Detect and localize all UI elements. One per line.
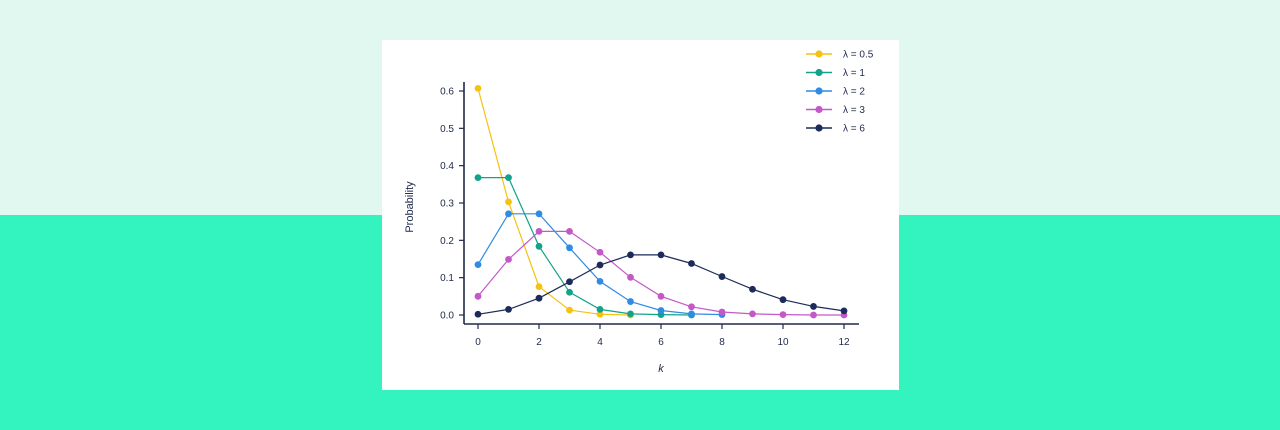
series-2-line [478, 177, 692, 316]
series-2-point [474, 174, 482, 182]
legend: λ = 0.5 λ = 1 λ = 2 λ = 3 λ = 6 [806, 50, 874, 135]
legend-item: λ = 6 [806, 124, 865, 135]
legend-label: λ = 0.5 [843, 50, 874, 61]
series-3-point [657, 307, 665, 314]
x-tick-label: 12 [838, 337, 850, 348]
chart-card: 0.0 0.1 0.2 0.3 0.4 0.5 0.6 0 2 4 6 8 10 12 λ = 0.5 λ … [382, 40, 899, 390]
legend-label: λ = 3 [843, 105, 865, 116]
x-tick-label: 0 [475, 337, 481, 348]
series-5-point [627, 251, 634, 259]
series-5-point [474, 310, 482, 318]
series-5-point [840, 307, 848, 315]
legend-label: λ = 2 [843, 87, 865, 98]
series-1-point [505, 198, 512, 206]
series-4-point [810, 311, 817, 319]
series-1-point [566, 306, 573, 314]
series-3-point [505, 210, 512, 218]
series-1-point [474, 84, 482, 92]
series-4-line [477, 230, 844, 316]
series-2-point [505, 174, 512, 182]
series-3-point [535, 210, 543, 218]
series-3-point [474, 261, 482, 268]
series-4-point [718, 308, 726, 316]
legend-swatch-marker [815, 105, 823, 114]
series-4-point [627, 273, 634, 281]
series-4-point [566, 227, 573, 235]
series-2-point [596, 306, 604, 313]
series-4-point [657, 292, 665, 300]
y-tick-label: 0.2 [440, 236, 454, 247]
series-5-point [688, 260, 695, 267]
series-1-point [596, 310, 604, 318]
series-5-point [535, 294, 543, 302]
y-tick-label: 0.6 [440, 87, 454, 98]
x-tick-label: 6 [658, 337, 664, 348]
y-tick-label: 0.5 [440, 124, 454, 135]
x-axis-label: k [658, 363, 664, 375]
series-5-point [779, 296, 787, 304]
legend-label: λ = 1 [843, 68, 865, 79]
y-tick-label: 0.1 [440, 273, 454, 284]
x-tick-label: 4 [597, 337, 603, 348]
series-2-point [627, 310, 634, 318]
series-5-point [810, 303, 817, 310]
series-5-point [718, 273, 726, 280]
axes: 0.0 0.1 0.2 0.3 0.4 0.5 0.6 0 2 4 6 8 10 12 [440, 82, 859, 348]
series-lines [477, 88, 845, 316]
x-tick-label: 10 [777, 337, 789, 348]
legend-label: λ = 6 [843, 124, 865, 135]
series-1-point [535, 283, 543, 291]
legend-swatch-marker [815, 68, 823, 77]
series-4-point [474, 292, 482, 300]
series-5-line [477, 254, 845, 315]
series-5-point [749, 285, 756, 293]
legend-item: λ = 2 [806, 87, 865, 98]
series-3-point [688, 310, 695, 318]
series-5-point [596, 261, 604, 269]
series-5-point [657, 251, 665, 259]
series-2-point [566, 288, 573, 296]
poisson-chart: 0.00.10.20.30.40.50.60 2 4 6 8 10 12 λ = 0.5λ … [404, 50, 874, 376]
series-4-point [779, 311, 787, 319]
series-1-line [477, 88, 631, 316]
legend-item: λ = 3 [806, 105, 865, 116]
legend-item: λ = 1 [806, 68, 865, 79]
legend-item: λ = 0.5 [806, 50, 874, 61]
series-4-point [505, 255, 512, 263]
x-tick-label: 2 [536, 337, 542, 348]
series-3-point [596, 278, 604, 285]
legend-swatch-marker [815, 87, 823, 95]
series-4-point [596, 248, 604, 256]
y-tick-label: 0.4 [440, 161, 454, 172]
series-4-point [535, 227, 543, 235]
series-2-point [535, 242, 543, 250]
legend-swatch-marker [815, 50, 823, 58]
y-tick-label: 0.0 [440, 311, 454, 322]
series-4-point [688, 303, 695, 311]
series-points [474, 84, 848, 319]
x-tick-label: 8 [719, 337, 725, 348]
series-5-point [505, 306, 512, 313]
series-4-point [749, 310, 756, 318]
y-axis-label: Probability [404, 181, 416, 233]
legend-swatch-marker [815, 124, 823, 132]
y-tick-label: 0.3 [440, 199, 454, 210]
series-3-point [566, 244, 573, 252]
series-5-point [566, 278, 573, 286]
series-3-point [627, 298, 634, 305]
